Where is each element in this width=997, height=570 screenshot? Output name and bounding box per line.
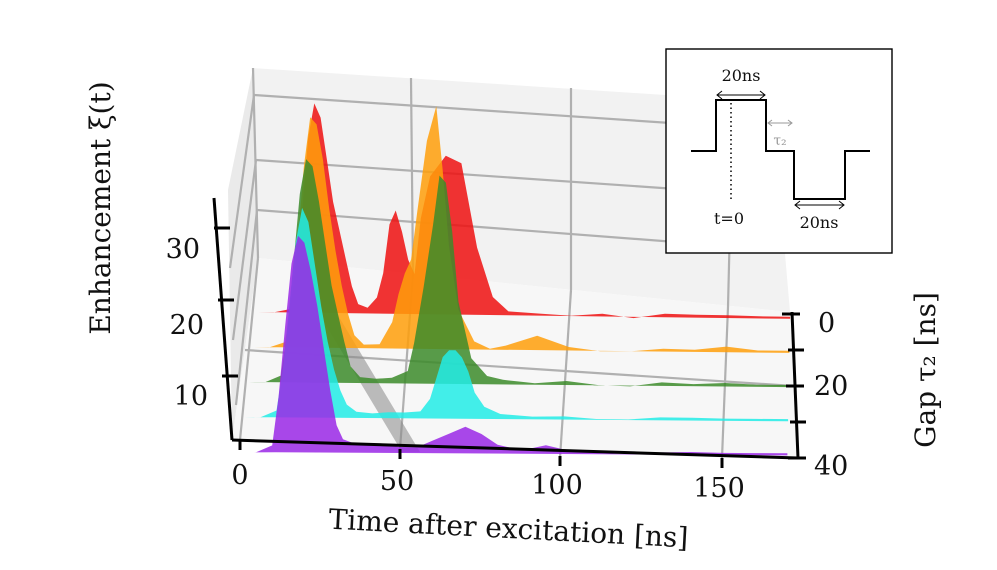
pulse-waveform <box>691 99 870 200</box>
gap-arrow-head-right <box>787 119 793 127</box>
inset-gap-label: τ₂ <box>773 133 786 149</box>
x-tick-label: 0 <box>231 460 248 491</box>
inset-bottom-width-label: 20ns <box>800 213 839 232</box>
x-axis-line <box>231 438 799 460</box>
z-tick-label: 40 <box>814 451 848 482</box>
series-area-gap-40 <box>240 235 788 456</box>
bottom-arrow-head-left <box>794 200 801 210</box>
y-axis-line <box>212 197 234 441</box>
grid-y-10-side <box>234 209 259 406</box>
gap-arrow-head-left <box>767 119 773 127</box>
series-layer <box>240 103 791 456</box>
z-axis-label: Gap τ₂ [ns] <box>909 292 942 448</box>
x-tick-label: 50 <box>380 466 414 497</box>
inset-t0-label: t=0 <box>714 209 744 228</box>
inset-top-width-label: 20ns <box>722 66 761 85</box>
y-tick-label: 30 <box>166 234 200 265</box>
y-tick-labels: 10 20 30 <box>166 234 208 412</box>
x-tick-label: 150 <box>693 473 745 504</box>
z-tick-label: 0 <box>818 308 835 339</box>
z-tick-labels: 0 20 40 <box>814 308 848 482</box>
top-arrow-head-right <box>759 90 766 100</box>
grid-y-20-side <box>231 159 258 341</box>
grid-x-100-floor <box>558 289 573 459</box>
y-tick-label: 20 <box>170 310 204 341</box>
grid-y-30-side <box>228 94 256 269</box>
inset-pulse-diagram: 20ns τ₂ 20ns t=0 <box>665 48 893 254</box>
grid-x-50-back <box>409 77 415 275</box>
z-tick-label: 20 <box>814 371 848 402</box>
y-axis-label: Enhancement ξ(t) <box>84 81 117 334</box>
axis-ticks <box>214 226 806 468</box>
x-tick-label: 100 <box>531 470 583 501</box>
y-tick-label: 10 <box>174 381 208 412</box>
x-tick-labels: 0 50 100 150 <box>231 460 744 504</box>
grid-x-0-floor <box>238 257 260 441</box>
series-area-gap-0 <box>258 103 791 319</box>
x-axis-label: Time after excitation [ns] <box>328 503 689 555</box>
bottom-arrow-head-right <box>838 200 845 210</box>
top-arrow-head-left <box>716 90 723 100</box>
